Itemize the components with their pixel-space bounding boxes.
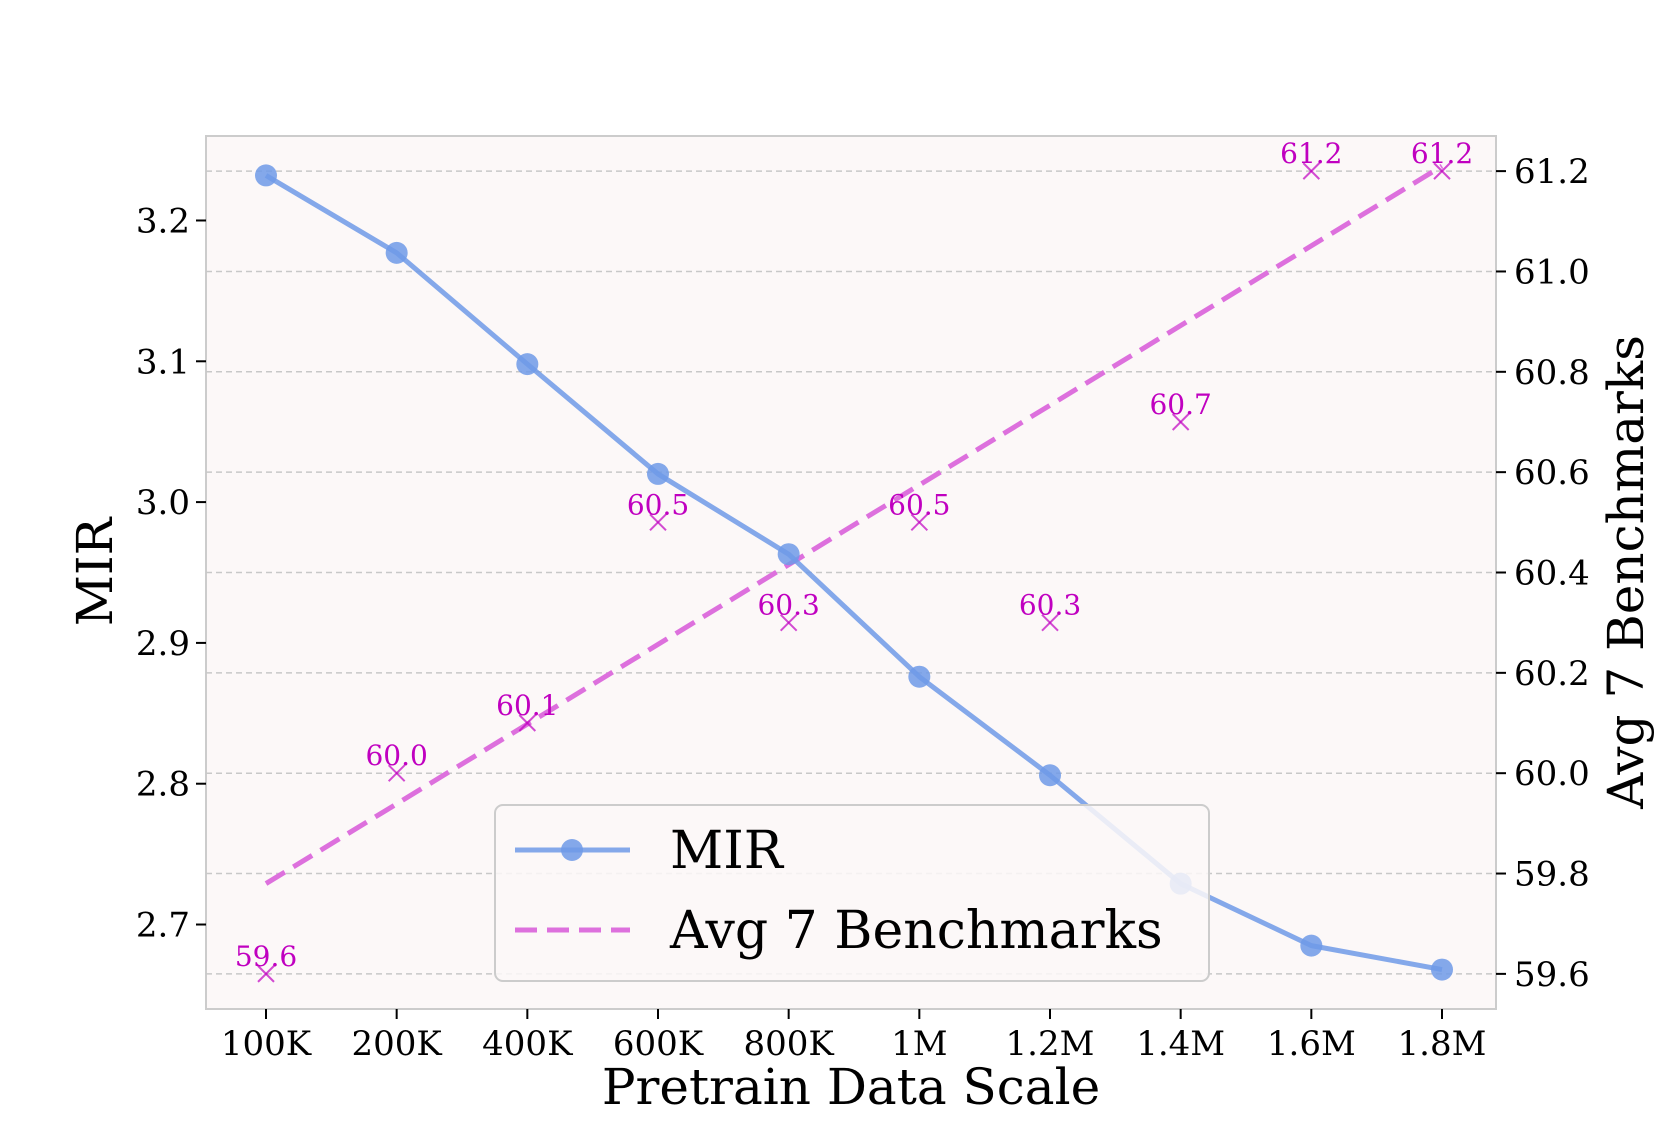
mir-point	[1039, 764, 1061, 787]
right-tick-label: 61.0	[1514, 252, 1590, 292]
benchmark-point	[779, 613, 798, 632]
benchmark-data-label: 61.2	[1411, 137, 1473, 170]
x-tick-label: 200K	[352, 1024, 443, 1064]
left-tick-label: 2.9	[136, 624, 190, 664]
left-y-axis: 2.7 2.8 2.9 3.0 3.1 3.2	[136, 201, 206, 946]
benchmark-x-stroke	[1302, 162, 1321, 180]
benchmark-x-stroke	[387, 764, 406, 782]
benchmark-point	[518, 714, 537, 732]
legend-mir-label: MIR	[670, 821, 785, 881]
right-tick-label: 61.2	[1514, 152, 1590, 192]
right-tick-label: 59.8	[1514, 855, 1590, 895]
benchmark-data-label: 60.3	[1019, 589, 1081, 622]
benchmark-x-stroke	[257, 965, 275, 983]
left-tick-label: 3.1	[136, 342, 190, 382]
benchmark-series: 59.6 60.0 60.1 60.5 60.3 60.5 60.3 60.7 61.2 61.2	[235, 137, 1473, 983]
benchmark-data-label: 60.0	[365, 739, 427, 772]
x-axis-title: Pretrain Data Scale	[602, 1058, 1100, 1116]
left-tick-label: 3.0	[136, 483, 190, 523]
right-tick-label: 60.6	[1514, 453, 1590, 493]
benchmark-x-stroke	[518, 714, 537, 732]
legend-benchmark-label: Avg 7 Benchmarks	[669, 901, 1163, 961]
mir-point	[255, 164, 277, 187]
benchmark-x-stroke	[1433, 162, 1451, 180]
mir-point	[1300, 934, 1323, 957]
mir-point	[516, 353, 539, 376]
benchmark-point	[1171, 413, 1190, 431]
right-y-axis: 59.6 59.8 60.0 60.2 60.4 60.6 60.8 61.0 61.2	[1496, 152, 1590, 995]
legend-mir-marker	[561, 839, 583, 861]
mir-line	[264, 173, 1443, 973]
right-tick-label: 59.6	[1514, 955, 1590, 995]
legend-box	[494, 804, 1210, 982]
x-tick-label: 400K	[482, 1024, 573, 1064]
legend: MIR Avg 7 Benchmarks	[494, 804, 1210, 982]
x-tick-label: 800K	[744, 1024, 835, 1064]
mir-point	[908, 665, 931, 688]
benchmark-point	[910, 513, 929, 532]
mir-point	[647, 462, 669, 485]
right-tick-label: 60.4	[1514, 554, 1590, 594]
benchmark-x-stroke	[910, 513, 929, 532]
benchmark-data-label: 60.7	[1149, 388, 1211, 421]
benchmark-point	[1302, 162, 1321, 180]
x-tick-label: 1.8M	[1398, 1024, 1487, 1064]
benchmark-x-stroke	[1041, 613, 1059, 632]
benchmark-data-label: 60.1	[496, 689, 558, 722]
benchmark-point	[257, 965, 275, 983]
benchmark-data-label: 59.6	[235, 940, 297, 973]
x-tick-label: 600K	[613, 1024, 704, 1064]
benchmark-data-label: 60.5	[627, 488, 689, 521]
x-tick-label: 100K	[221, 1024, 312, 1064]
right-tick-label: 60.2	[1514, 654, 1590, 694]
benchmark-point	[1041, 613, 1059, 632]
x-tick-label: 1.6M	[1267, 1024, 1356, 1064]
x-axis: 100K 200K 400K 600K 800K 1M 1.2M 1.4M 1.6M 1.8M	[221, 1009, 1487, 1064]
right-tick-label: 60.0	[1514, 754, 1590, 794]
mir-point	[385, 241, 408, 264]
gridlines	[206, 170, 1496, 975]
benchmark-trend-line	[264, 163, 1444, 886]
benchmark-point	[387, 764, 406, 782]
benchmark-x-stroke	[649, 513, 667, 532]
mir-point	[1431, 958, 1453, 981]
benchmark-x-stroke	[1171, 413, 1190, 431]
x-tick-label: 1.4M	[1136, 1024, 1225, 1064]
benchmark-data-label: 61.2	[1280, 137, 1342, 170]
x-tick-label: 1M	[891, 1024, 947, 1064]
mir-point	[777, 543, 800, 566]
left-tick-label: 2.8	[136, 765, 190, 805]
right-tick-label: 60.8	[1514, 353, 1590, 393]
benchmark-point	[1433, 162, 1451, 180]
left-tick-label: 3.2	[136, 201, 190, 241]
benchmark-data-label: 60.3	[757, 589, 819, 622]
benchmark-x-stroke	[779, 613, 798, 632]
benchmark-point	[649, 513, 667, 532]
benchmark-trend-line-group	[264, 163, 1444, 886]
x-tick-label: 1.2M	[1006, 1024, 1095, 1064]
benchmark-data-label: 60.5	[888, 488, 950, 521]
right-y-axis-title: Avg 7 Benchmarks	[1597, 335, 1655, 810]
left-y-axis-title: MIR	[66, 516, 124, 626]
left-tick-label: 2.7	[136, 906, 190, 946]
